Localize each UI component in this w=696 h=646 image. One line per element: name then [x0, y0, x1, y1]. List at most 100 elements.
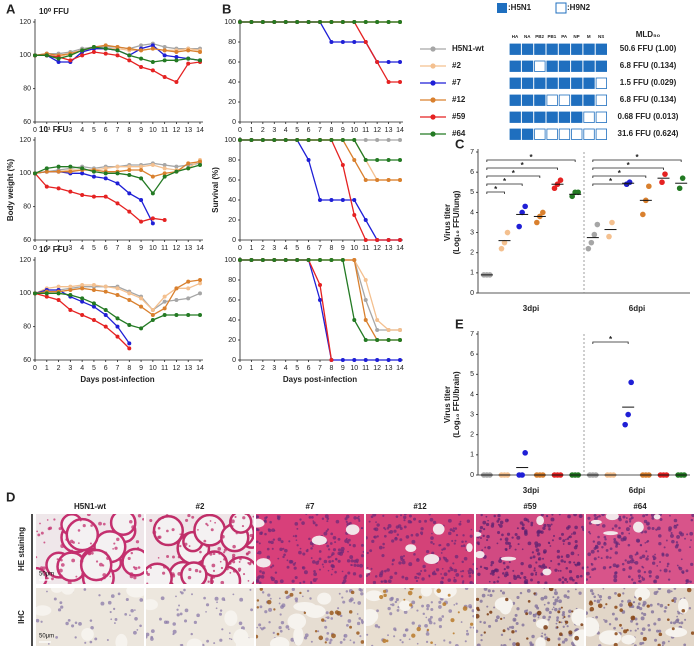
space: [605, 514, 619, 521]
nucleus: [60, 558, 63, 562]
nucleus: [538, 564, 542, 568]
point: [162, 313, 167, 317]
nucleus: [157, 557, 160, 559]
point: [68, 288, 73, 292]
point: [363, 40, 368, 44]
point: [386, 158, 391, 162]
nucleus: [135, 540, 140, 544]
nucleus: [249, 561, 252, 564]
nucleus: [601, 514, 605, 517]
nucleus: [544, 581, 548, 584]
nucleus: [648, 628, 651, 632]
space: [571, 608, 584, 626]
point: [162, 218, 167, 222]
point: [68, 164, 73, 169]
space: [293, 626, 304, 646]
nucleus: [536, 530, 541, 535]
x-tick-label: 4: [284, 365, 288, 372]
nucleus: [114, 546, 118, 550]
nucleus: [268, 540, 271, 544]
nucleus: [266, 547, 270, 551]
nucleus: [497, 517, 501, 521]
nucleus: [603, 618, 605, 621]
space: [224, 610, 238, 627]
x-tick-label: 3dpi: [523, 486, 539, 495]
point: [127, 164, 132, 169]
nucleus: [558, 578, 562, 582]
nucleus: [543, 603, 546, 606]
nucleus: [670, 531, 673, 535]
x-tick-label: 7: [116, 245, 120, 252]
nucleus: [347, 550, 349, 553]
point: [249, 20, 254, 24]
point: [115, 316, 120, 321]
nucleus: [618, 517, 622, 522]
nucleus: [379, 571, 384, 576]
space: [499, 600, 512, 615]
point: [363, 338, 368, 342]
nucleus: [381, 554, 385, 558]
nucleus: [172, 555, 175, 559]
nucleus: [74, 621, 78, 625]
nucleus: [403, 554, 406, 558]
nucleus: [438, 605, 442, 609]
nucleus: [641, 627, 646, 632]
nucleus: [429, 615, 433, 619]
nucleus: [602, 588, 605, 590]
ihc-stain: [515, 642, 520, 646]
nucleus: [652, 556, 657, 560]
nucleus: [517, 543, 520, 546]
nucleus: [262, 626, 266, 630]
x-tick-label: 2: [261, 245, 265, 252]
nucleus: [81, 571, 86, 576]
ihc-stain: [681, 608, 686, 613]
ihc-stain: [646, 604, 650, 608]
nucleus: [296, 527, 299, 530]
nucleus: [533, 569, 536, 572]
nucleus: [113, 542, 116, 545]
nucleus: [356, 517, 359, 520]
point: [329, 40, 334, 44]
nucleus: [263, 519, 267, 523]
point: [162, 163, 167, 167]
x-tick-label: 11: [161, 127, 168, 134]
nucleus: [378, 545, 383, 550]
point: [162, 75, 167, 79]
nucleus: [557, 637, 561, 641]
micrograph: [476, 588, 584, 646]
nucleus: [652, 561, 656, 565]
nucleus: [567, 614, 571, 618]
nucleus: [359, 563, 364, 568]
x-axis-label: Days post-infection: [283, 375, 357, 384]
point: [640, 211, 646, 218]
point: [174, 298, 179, 302]
ihc-stain: [686, 588, 692, 593]
point: [139, 164, 144, 169]
point: [91, 50, 96, 54]
y-tick-label: 120: [19, 257, 31, 264]
nucleus: [294, 597, 299, 601]
ihc-stain: [597, 603, 603, 609]
nucleus: [482, 534, 485, 538]
point: [186, 48, 191, 53]
point: [352, 258, 357, 262]
nucleus: [483, 621, 487, 625]
nucleus: [308, 515, 312, 519]
point: [162, 45, 167, 49]
ihc-stain: [409, 603, 413, 607]
nucleus: [387, 524, 392, 528]
nucleus: [150, 629, 155, 634]
nucleus: [130, 608, 134, 613]
point: [594, 221, 601, 228]
nucleus: [394, 600, 398, 604]
x-tick-label: 1: [45, 245, 49, 252]
nucleus: [545, 607, 550, 612]
x-tick-label: 6dpi: [629, 486, 645, 495]
nucleus: [590, 549, 595, 554]
point: [33, 291, 37, 296]
nucleus: [678, 548, 682, 552]
point: [260, 138, 265, 142]
nucleus: [60, 574, 63, 577]
nucleus: [622, 515, 626, 519]
ihc-stain: [623, 629, 628, 634]
